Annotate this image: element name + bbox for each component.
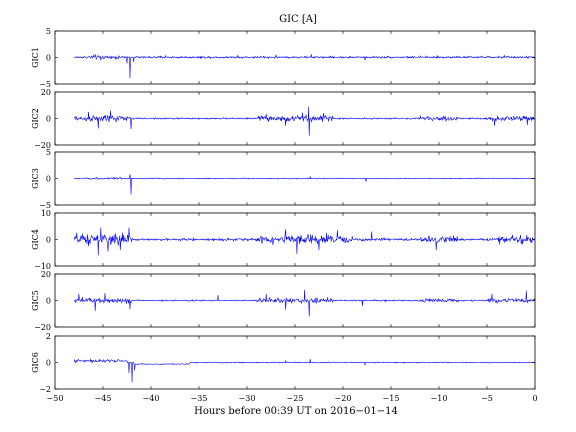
y-tick-label: 0	[46, 236, 51, 245]
panel-3: −5 0 5 GIC3	[31, 148, 536, 210]
series-line-gic1	[74, 53, 536, 79]
x-tick-label: −35	[191, 394, 208, 403]
panel-4: −10 0 10 GIC4	[31, 209, 536, 271]
x-axis-label: Hours before 00:39 UT on 2016−01−14	[194, 406, 398, 417]
x-tick-label: −40	[143, 394, 160, 403]
x-tick-label: −20	[335, 394, 352, 403]
y-tick-label: 20	[41, 270, 51, 279]
y-tick-label: 10	[41, 209, 51, 218]
x-tick-label: −10	[431, 394, 448, 403]
y-tick-label: 2	[46, 332, 51, 341]
x-tick-label: −5	[481, 394, 493, 403]
series-line-gic6	[73, 358, 536, 383]
x-tick-label: −15	[383, 394, 400, 403]
y-tick-label: −5	[39, 80, 51, 89]
y-tick-label: 0	[46, 54, 51, 63]
series-line-gic3	[74, 174, 536, 195]
x-tick-label: −45	[95, 394, 112, 403]
panels-group: −505GIC1−20020GIC2−505GIC3−10010GIC4−200…	[31, 27, 536, 394]
y-tick-label: −10	[34, 262, 51, 271]
y-tick-label: 0	[46, 115, 51, 124]
y-tick-label: 0	[46, 175, 51, 184]
y-axis-label-gic2: GIC2	[31, 108, 40, 129]
series-line-gic4	[73, 227, 536, 256]
x-tick-label: −30	[239, 394, 256, 403]
y-tick-label: 0	[46, 359, 51, 368]
y-tick-label: 5	[46, 27, 51, 36]
y-axis-label-gic1: GIC1	[31, 47, 40, 68]
y-axis-label-gic4: GIC4	[31, 229, 40, 250]
x-tick-label: 0	[532, 394, 537, 403]
panel-1: −5 0 5 GIC1	[31, 27, 536, 89]
x-tick-label: −25	[287, 394, 304, 403]
panel-2: −20 0 20 GIC2	[31, 88, 536, 150]
y-tick-label: −20	[34, 141, 51, 150]
series-line-gic2	[73, 106, 536, 136]
y-tick-label: 20	[41, 88, 51, 97]
y-tick-label: 0	[46, 297, 51, 306]
x-axis: −50 −45 −40 −35 −30 −25 −20 −15 −10 −5 0	[47, 394, 538, 403]
y-tick-label: −5	[39, 201, 51, 210]
series-line-gic5	[73, 289, 536, 317]
panel-6: −2 0 2 GIC6	[31, 332, 536, 394]
y-tick-label: −2	[39, 385, 51, 394]
y-axis-label-gic5: GIC5	[31, 290, 40, 311]
y-tick-label: 5	[46, 148, 51, 157]
panel-5: −20 0 20 GIC5	[31, 270, 536, 332]
y-axis-label-gic6: GIC6	[31, 352, 40, 373]
y-tick-label: −20	[34, 323, 51, 332]
chart-title: GIC [A]	[279, 14, 317, 25]
y-axis-label-gic3: GIC3	[31, 168, 40, 189]
x-tick-label: −50	[47, 394, 64, 403]
